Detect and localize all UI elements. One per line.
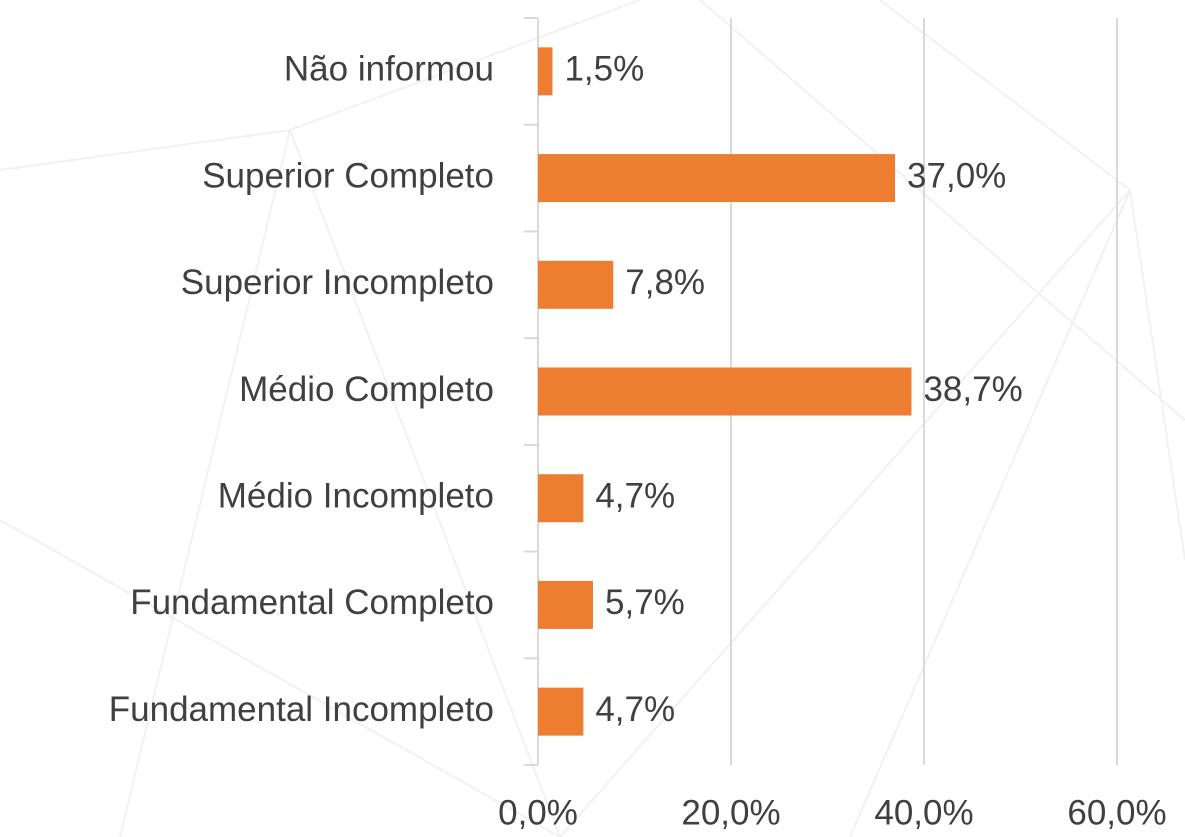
y-tick-label: Médio Incompleto [218,476,494,515]
x-tick-label: 0,0% [498,793,578,832]
data-label: 4,7% [595,476,675,515]
data-label: 5,7% [605,583,685,622]
data-label: 1,5% [564,50,644,89]
bar [538,367,912,416]
bar [538,154,896,203]
x-tick-label: 60,0% [1067,793,1166,832]
x-tick-label: 40,0% [874,793,973,832]
bar [538,47,553,96]
x-tick-label: 20,0% [681,793,780,832]
y-tick-label: Fundamental Incompleto [109,690,494,729]
data-label: 37,0% [907,156,1006,195]
y-tick-label: Não informou [284,50,494,89]
data-label: 4,7% [595,690,675,729]
y-tick-label: Fundamental Completo [130,583,494,622]
data-label: 7,8% [625,263,705,302]
bar [538,260,614,309]
data-label: 38,7% [923,370,1022,409]
bar [538,474,584,523]
bar [538,687,584,736]
bar [538,580,594,629]
plot-area: 0,0% 20,0% 40,0% 60,0% Não informou 1,5% Super… [109,17,1167,832]
y-tick-label: Superior Incompleto [181,263,494,302]
y-tick-label: Superior Completo [202,156,494,195]
y-tick-label: Médio Completo [239,370,494,409]
